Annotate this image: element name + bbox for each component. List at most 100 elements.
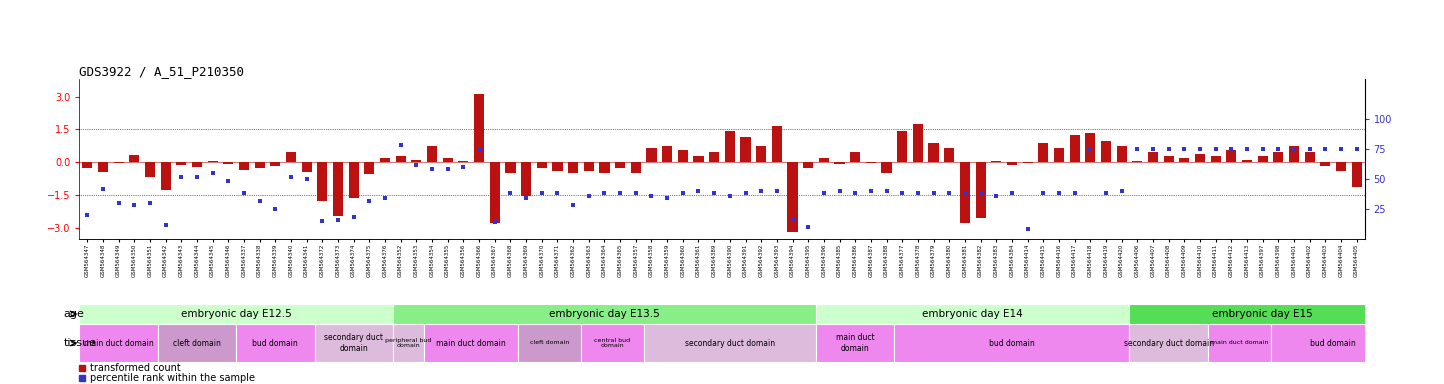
Bar [114, 162, 124, 163]
Text: secondary duct domain: secondary duct domain [684, 339, 775, 348]
Bar [661, 146, 673, 162]
Bar [771, 126, 783, 162]
Text: peripheral bud
domain: peripheral bud domain [386, 338, 432, 348]
Bar [631, 162, 641, 173]
Bar [1207, 324, 1271, 362]
Bar [1164, 156, 1174, 162]
Bar [505, 162, 516, 173]
Bar [1038, 143, 1048, 162]
Bar [693, 156, 703, 162]
Bar [238, 162, 248, 170]
Bar [1242, 160, 1252, 162]
Bar [960, 162, 970, 223]
Bar [1196, 154, 1206, 162]
Bar [364, 162, 374, 174]
Bar [348, 162, 358, 199]
Text: embryonic day E12.5: embryonic day E12.5 [180, 309, 292, 319]
Text: secondary duct domain: secondary duct domain [1123, 339, 1214, 348]
Bar [1352, 162, 1362, 187]
Text: main duct
domain: main duct domain [836, 333, 875, 353]
Bar [1271, 324, 1396, 362]
Text: main duct domain: main duct domain [84, 339, 153, 348]
Bar [98, 162, 108, 172]
Bar [757, 146, 767, 162]
Bar [192, 162, 202, 167]
Bar [991, 161, 1001, 162]
Bar [427, 146, 438, 162]
Bar [237, 324, 315, 362]
Bar [881, 162, 891, 173]
Bar [129, 155, 140, 162]
Bar [1054, 148, 1064, 162]
Bar [224, 162, 234, 164]
Bar [913, 124, 923, 162]
Text: embryonic day E15: embryonic day E15 [1213, 309, 1313, 319]
Bar [1100, 141, 1110, 162]
Bar [1129, 304, 1396, 324]
Bar [79, 324, 157, 362]
Bar [803, 162, 813, 169]
Text: embryonic day E14: embryonic day E14 [923, 309, 1024, 319]
Bar [208, 161, 218, 162]
Text: bud domain: bud domain [989, 339, 1035, 348]
Bar [302, 162, 312, 172]
Text: cleft domain: cleft domain [530, 341, 569, 346]
Bar [741, 137, 751, 162]
Text: transformed count: transformed count [90, 363, 180, 373]
Bar [1320, 162, 1330, 166]
Bar [1116, 146, 1126, 162]
Bar [157, 324, 237, 362]
Bar [928, 143, 939, 162]
Text: main duct domain: main duct domain [436, 339, 505, 348]
Bar [677, 150, 687, 162]
Bar [318, 162, 328, 201]
Bar [567, 162, 578, 173]
Bar [537, 162, 547, 169]
Text: main duct domain: main duct domain [1210, 341, 1268, 346]
Bar [1258, 156, 1268, 162]
Bar [1132, 161, 1142, 162]
Bar [474, 94, 484, 162]
Bar [1022, 162, 1032, 163]
Bar [1226, 150, 1236, 162]
Bar [334, 162, 344, 216]
Bar [709, 152, 719, 162]
Bar [1180, 158, 1190, 162]
Text: secondary duct
domain: secondary duct domain [325, 333, 383, 353]
Bar [816, 324, 894, 362]
Text: percentile rank within the sample: percentile rank within the sample [90, 373, 256, 383]
Bar [583, 162, 593, 170]
Bar [580, 324, 644, 362]
Bar [393, 324, 425, 362]
Bar [1006, 162, 1017, 165]
Bar [518, 324, 580, 362]
Text: bud domain: bud domain [1310, 339, 1356, 348]
Bar [82, 162, 92, 168]
Bar [1336, 162, 1346, 170]
Bar [1304, 152, 1315, 162]
Bar [1148, 152, 1158, 162]
Bar [1210, 156, 1220, 162]
Bar [1086, 133, 1096, 162]
Bar [1274, 152, 1284, 162]
Text: age: age [64, 309, 85, 319]
Bar [944, 148, 954, 162]
Bar [393, 304, 816, 324]
Bar [443, 158, 453, 162]
Bar [270, 162, 280, 166]
Text: central bud
domain: central bud domain [595, 338, 631, 348]
Bar [160, 162, 170, 190]
Bar [254, 162, 264, 169]
Bar [521, 162, 531, 196]
Bar [787, 162, 797, 232]
Bar [725, 131, 735, 162]
Text: GDS3922 / A_51_P210350: GDS3922 / A_51_P210350 [79, 65, 244, 78]
Bar [644, 324, 816, 362]
Bar [647, 148, 657, 162]
Bar [976, 162, 986, 218]
Bar [599, 162, 609, 173]
Bar [835, 162, 845, 164]
Bar [1129, 324, 1207, 362]
Text: embryonic day E13.5: embryonic day E13.5 [549, 309, 660, 319]
Bar [1289, 146, 1300, 162]
